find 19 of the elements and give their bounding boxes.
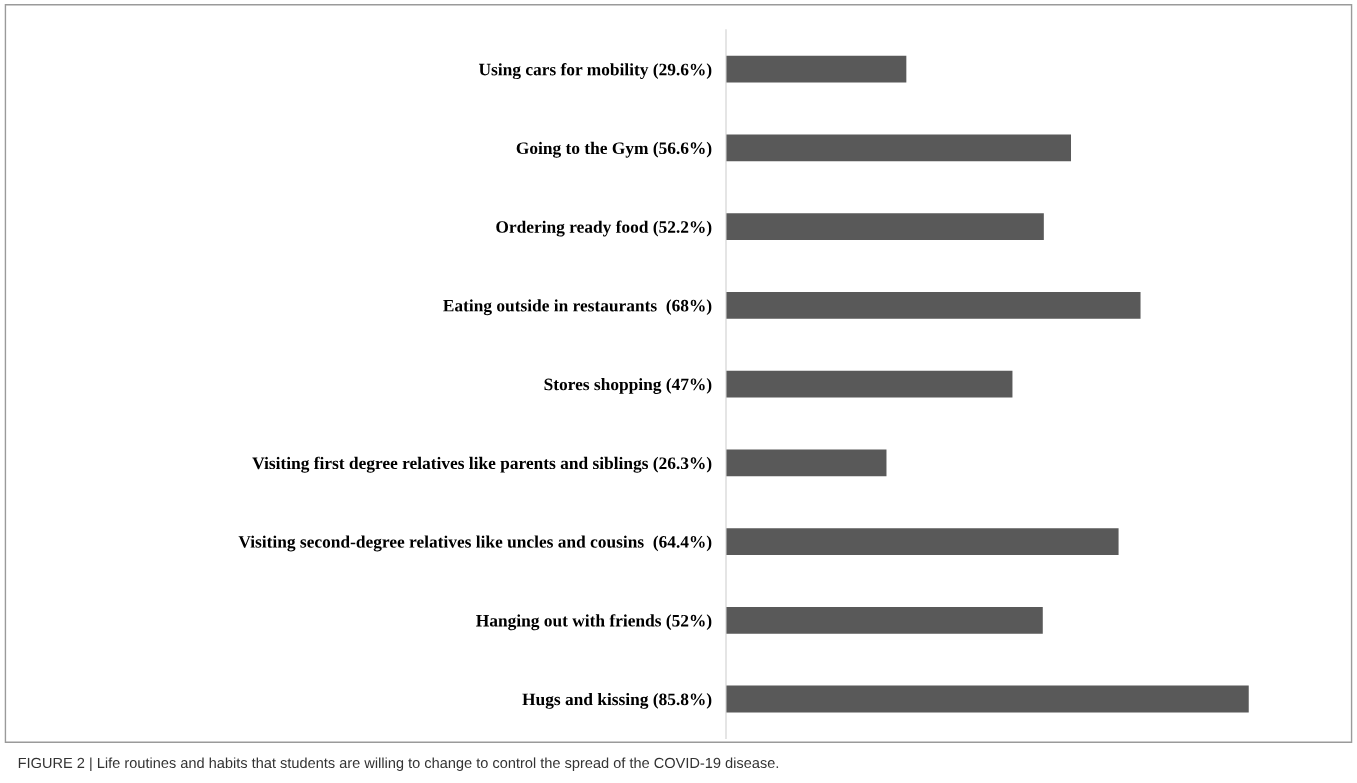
y-tick-label: Hanging out with friends (52%) bbox=[476, 614, 712, 631]
bar bbox=[726, 685, 1249, 713]
y-tick-label: Using cars for mobility (29.6%) bbox=[478, 63, 712, 80]
bar bbox=[726, 449, 887, 477]
y-tick-label: Going to the Gym (56.6%) bbox=[516, 141, 712, 158]
y-tick-label: Hugs and kissing (85.8%) bbox=[522, 692, 712, 709]
bar bbox=[726, 213, 1044, 240]
bar bbox=[726, 370, 1013, 398]
y-tick-label: Ordering ready food (52.2%) bbox=[496, 220, 712, 237]
bar bbox=[726, 291, 1141, 319]
bar bbox=[726, 528, 1119, 555]
bar bbox=[726, 134, 1072, 162]
y-tick-label: Stores shopping (47%) bbox=[544, 378, 712, 394]
y-tick-label: Visiting second-degree relatives like uncles and cousins (64.4%) bbox=[238, 535, 712, 552]
y-tick-label: Visiting first degree relatives like parents and siblings (26.3%) bbox=[252, 456, 712, 473]
bar bbox=[726, 606, 1043, 634]
y-tick-label: Eating outside in restaurants (68%) bbox=[443, 299, 712, 316]
caption: FIGURE 2 | Life routines and habits that students are willing to change to control the spread of the COVID-19 disease. bbox=[18, 757, 779, 772]
bar bbox=[726, 55, 907, 83]
